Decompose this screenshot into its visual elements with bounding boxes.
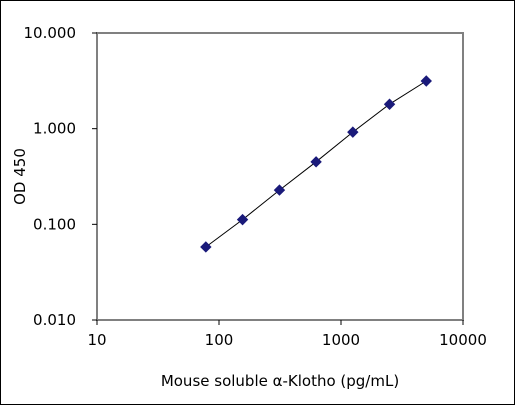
data-point bbox=[383, 98, 396, 110]
data-point bbox=[273, 184, 286, 196]
data-point bbox=[200, 241, 212, 253]
y-axis-ticks: 0.010 0.100 1.000 10.000 bbox=[24, 24, 97, 329]
data-point bbox=[347, 126, 359, 138]
x-tick-label: 10 bbox=[87, 331, 106, 349]
y-tick-label: 1.000 bbox=[33, 120, 76, 138]
data-point bbox=[236, 213, 249, 226]
y-tick-label: 0.010 bbox=[33, 311, 76, 329]
x-tick-label: 1000 bbox=[322, 331, 360, 349]
x-axis-ticks: 10 100 1000 10000 bbox=[87, 320, 487, 349]
data-point bbox=[420, 75, 432, 87]
data-point bbox=[310, 156, 322, 168]
plot-area bbox=[96, 32, 464, 321]
x-axis-title: Mouse soluble α-Klotho (pg/mL) bbox=[161, 372, 399, 390]
data-points bbox=[200, 75, 432, 253]
y-tick-label: 10.000 bbox=[24, 24, 77, 42]
y-tick-label: 0.100 bbox=[33, 215, 76, 233]
x-tick-label: 10000 bbox=[439, 331, 487, 349]
y-axis-title: OD 450 bbox=[11, 148, 29, 205]
x-tick-label: 100 bbox=[205, 331, 234, 349]
